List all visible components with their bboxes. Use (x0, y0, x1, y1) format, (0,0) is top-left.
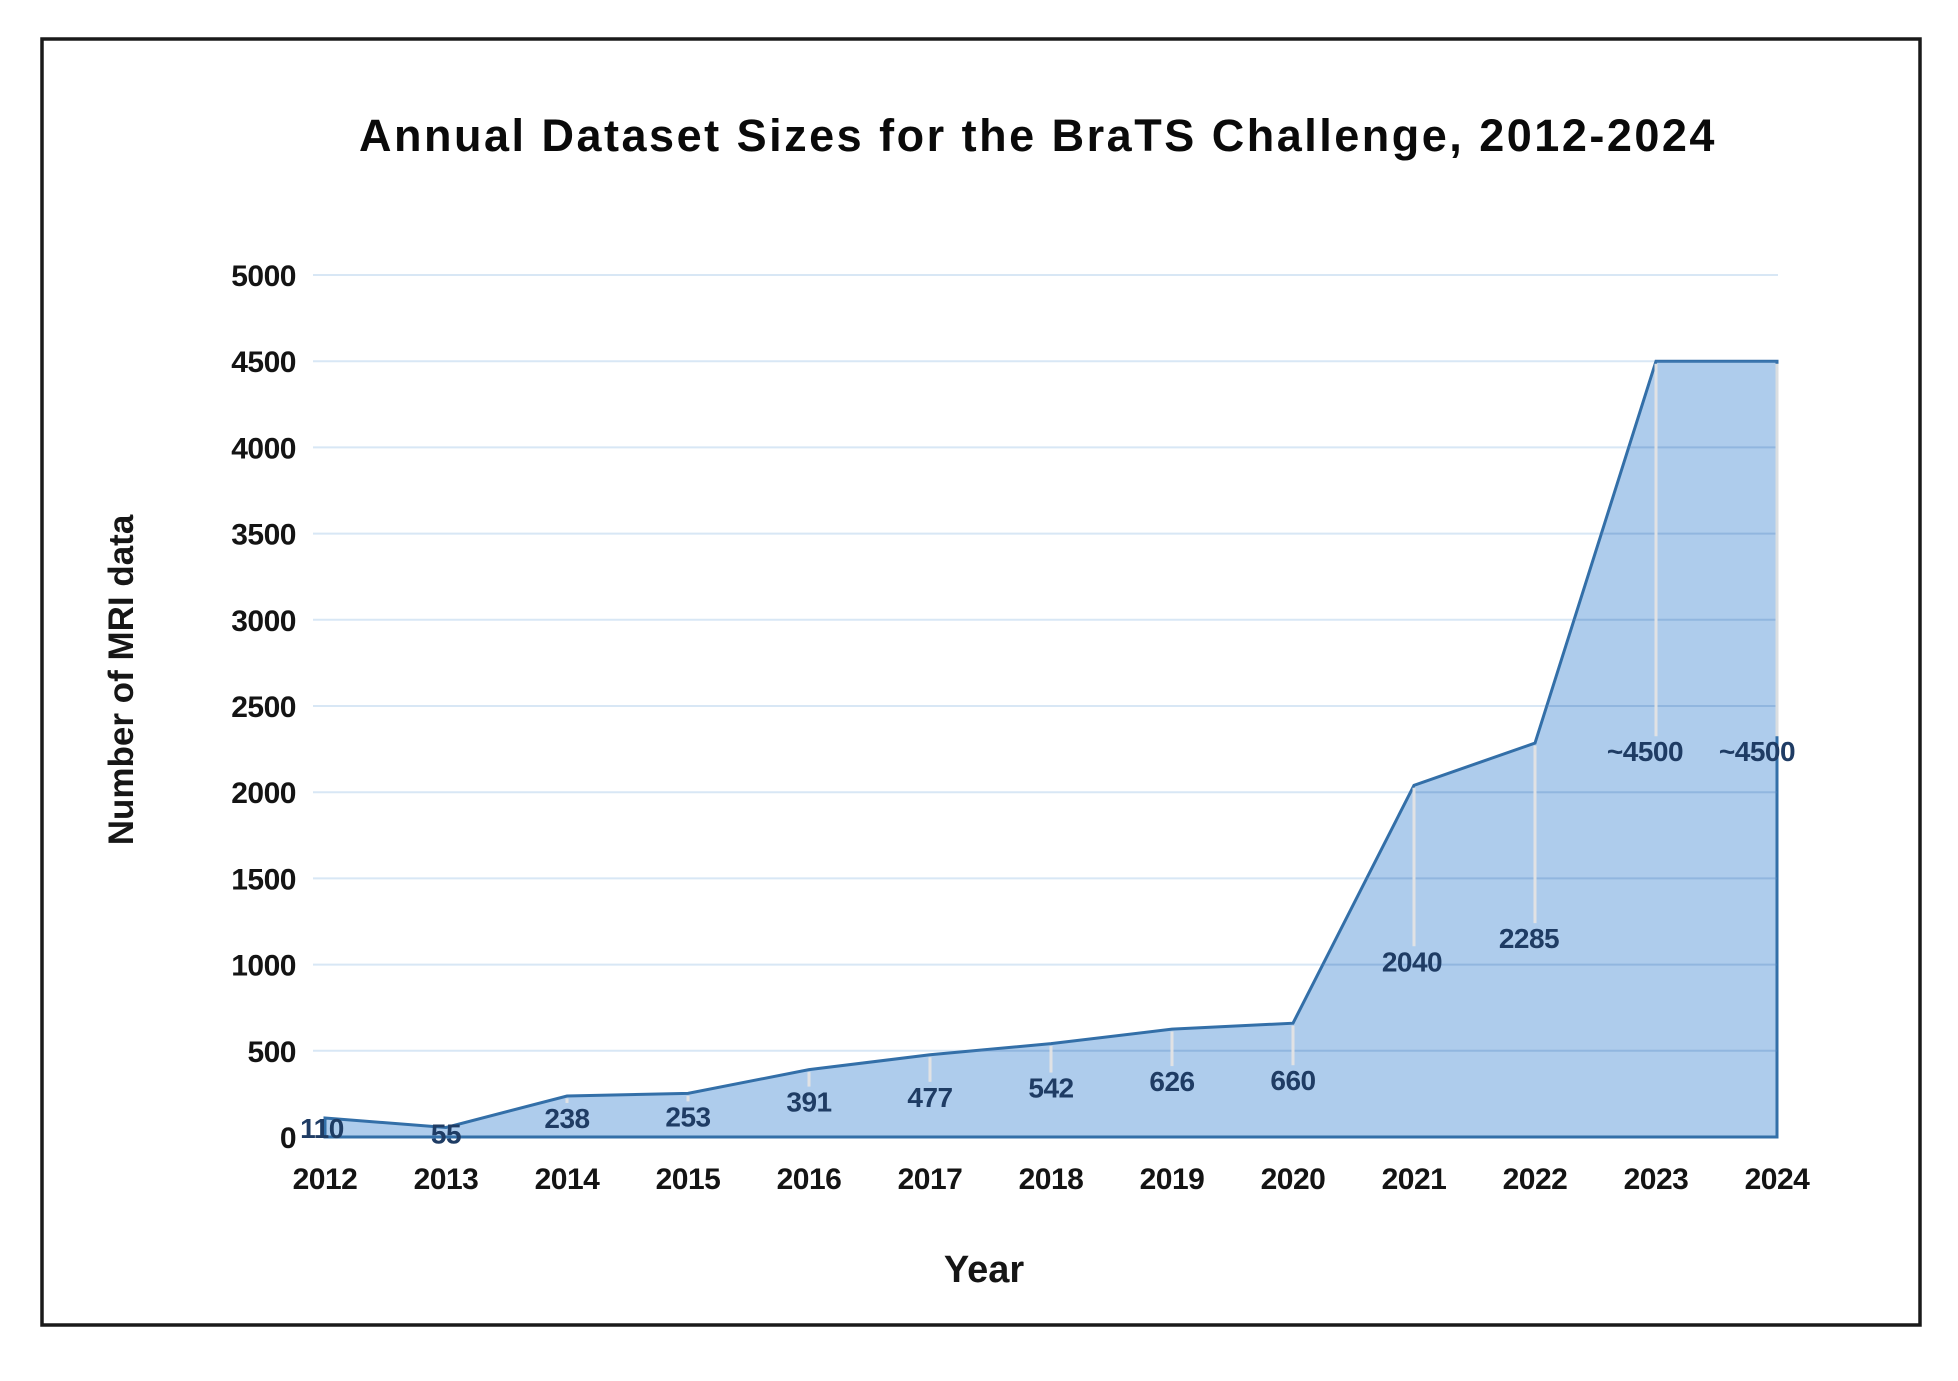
leader-lines (565, 363, 1779, 1103)
data-label: 391 (786, 1087, 831, 1118)
y-axis-title: Number of MRI data (102, 514, 141, 845)
x-tick-label: 2013 (414, 1163, 479, 1196)
x-tick-label: 2018 (1019, 1163, 1084, 1196)
data-labels: 110 55 238 253 391 477 542 626 660 2040 2285 ~4500 ~… (300, 736, 1795, 1149)
x-tick-label: 2012 (293, 1163, 358, 1196)
x-tick-label: 2020 (1261, 1163, 1326, 1196)
y-tick-label: 2000 (231, 777, 296, 810)
data-label: 626 (1149, 1066, 1194, 1097)
y-axis-tick-labels: 0 500 1000 1500 2000 2500 3000 3500 4000 4500 5000 (231, 260, 296, 1155)
y-tick-label: 3500 (231, 519, 296, 552)
y-tick-label: 500 (247, 1036, 296, 1069)
x-tick-label: 2017 (898, 1163, 963, 1196)
y-tick-label: 4000 (231, 432, 296, 465)
x-axis-title: Year (944, 1249, 1025, 1291)
x-axis-tick-labels: 2012 2013 2014 2015 2016 2017 2018 2019 2020 2021… (293, 1163, 1811, 1196)
data-label: 477 (907, 1082, 952, 1113)
y-tick-label: 5000 (231, 260, 296, 293)
x-tick-label: 2021 (1382, 1163, 1447, 1196)
y-tick-label: 3000 (231, 605, 296, 638)
y-tick-label: 2500 (231, 691, 296, 724)
x-tick-label: 2024 (1745, 1163, 1811, 1196)
data-label: 110 (300, 1113, 344, 1144)
x-tick-label: 2022 (1503, 1163, 1568, 1196)
x-tick-label: 2019 (1140, 1163, 1205, 1196)
x-tick-label: 2016 (777, 1163, 842, 1196)
y-tick-label: 1500 (231, 863, 296, 896)
x-tick-label: 2014 (535, 1163, 601, 1196)
chart-title: Annual Dataset Sizes for the BraTS Chall… (359, 110, 1717, 161)
y-tick-label: 0 (280, 1122, 296, 1155)
data-label: 253 (665, 1101, 710, 1132)
data-label: 2285 (1499, 923, 1559, 954)
data-label: ~4500 (1607, 736, 1683, 767)
y-tick-label: 1000 (231, 950, 296, 983)
data-label: 238 (544, 1103, 589, 1134)
data-label: 660 (1270, 1065, 1315, 1096)
x-tick-label: 2015 (656, 1163, 721, 1196)
data-label: 542 (1028, 1073, 1073, 1104)
x-tick-label: 2023 (1624, 1163, 1689, 1196)
y-tick-label: 4500 (231, 346, 296, 379)
data-label: ~4500 (1719, 736, 1795, 767)
data-label: 55 (431, 1119, 461, 1150)
data-label: 2040 (1382, 946, 1442, 977)
